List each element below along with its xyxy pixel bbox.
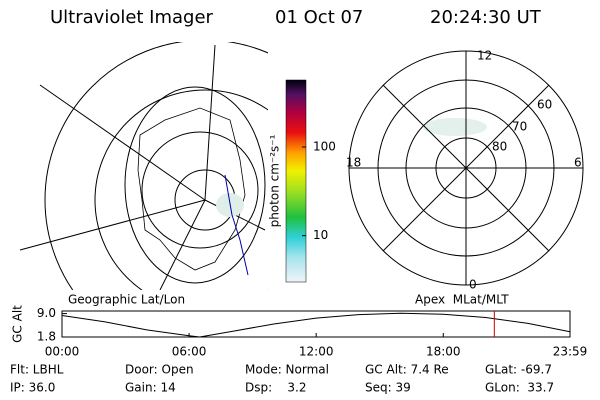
x-tick-label: 18:00 — [426, 345, 461, 359]
date: 01 Oct 07 — [275, 7, 363, 28]
polar-grid — [348, 50, 584, 286]
info: GC Alt: 7.4 Re — [365, 363, 449, 377]
x-tick-label: 00:00 — [45, 345, 80, 359]
altitude-line — [61, 312, 571, 338]
y-tick-label: 9.0 — [37, 306, 56, 320]
info: Gain: 14 — [125, 381, 176, 395]
info: GLat: -69.7 — [485, 363, 552, 377]
lat-label: 70 — [512, 120, 527, 134]
time: 20:24:30 UT — [430, 7, 542, 28]
info: GLon: 33.7 — [485, 381, 554, 395]
x-tick-label: 23:59 — [553, 345, 588, 359]
hour-label: 6 — [574, 156, 582, 170]
left-label: Geographic Lat/Lon — [68, 293, 185, 307]
right-label: Apex MLat/MLT — [415, 293, 509, 307]
y-tick-label: 1.8 — [37, 330, 56, 344]
info: Mode: Normal — [245, 363, 329, 377]
x-tick-label: 06:00 — [172, 345, 207, 359]
info: Door: Open — [125, 363, 194, 377]
hour-label: 12 — [477, 49, 492, 63]
title: Ultraviolet Imager — [50, 7, 214, 28]
info: Seq: 39 — [365, 381, 411, 395]
lat-label: 60 — [537, 98, 552, 112]
info: IP: 36.0 — [10, 381, 55, 395]
colorbar-tick-label: 100 — [313, 140, 336, 154]
colorbar-tick-label: 10 — [313, 228, 328, 242]
info: Flt: LBHL — [10, 363, 64, 377]
y-axis-label: GC Alt — [11, 305, 25, 343]
x-tick-label: 12:00 — [299, 345, 334, 359]
geo-map — [19, 42, 268, 290]
hour-label: 18 — [346, 156, 361, 170]
colorbar — [285, 79, 307, 283]
hour-label: 0 — [469, 278, 477, 292]
info: Dsp: 3.2 — [245, 381, 307, 395]
colorbar-label: photon cm⁻²s⁻¹ — [268, 134, 282, 227]
lat-label: 80 — [492, 140, 507, 154]
